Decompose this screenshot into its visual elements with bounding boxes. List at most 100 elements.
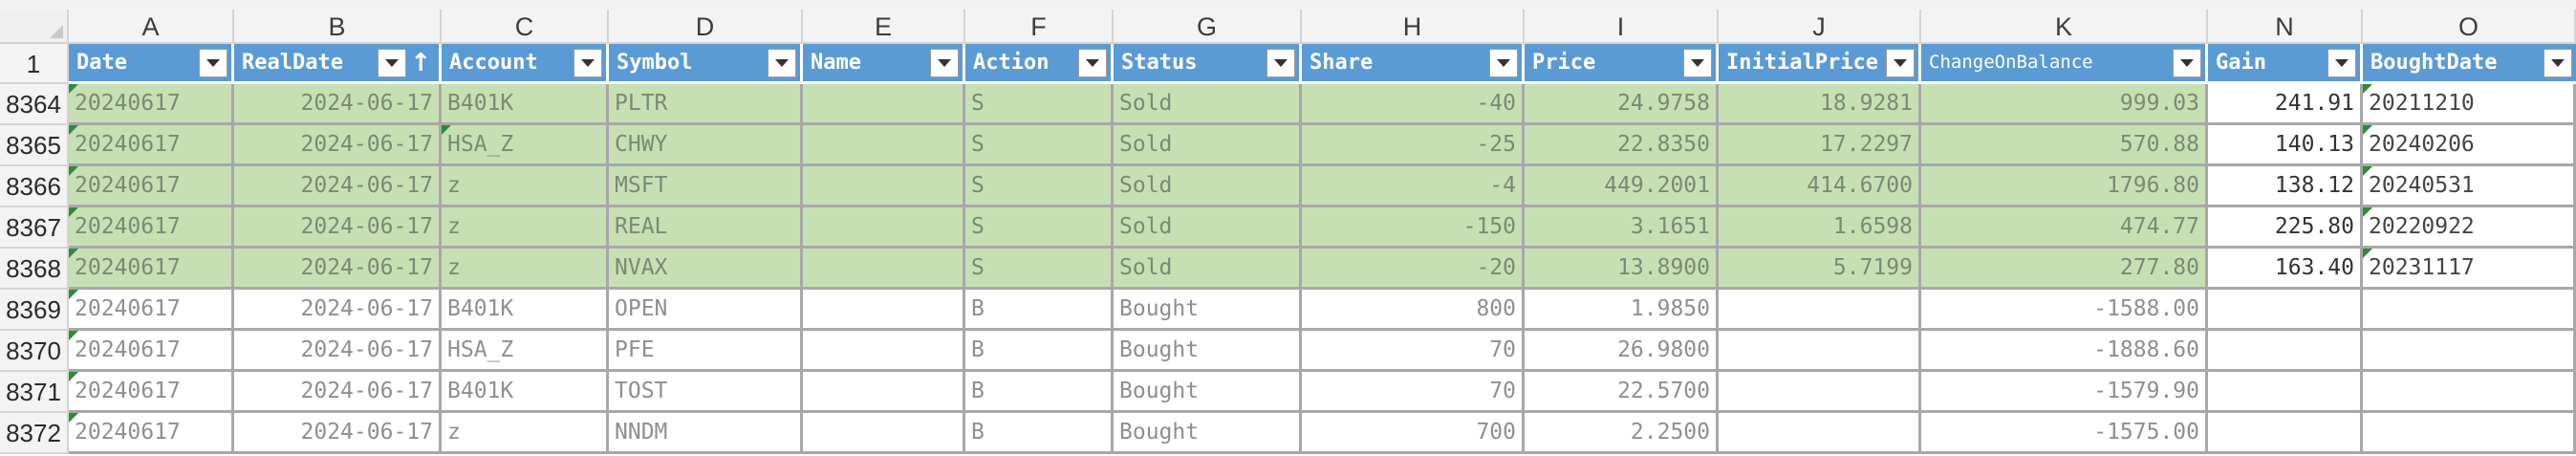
table-cell-changeonbalance[interactable]: 570.88 <box>1921 125 2208 166</box>
table-cell-boughtdate[interactable] <box>2363 372 2576 413</box>
table-cell-status[interactable]: Sold <box>1114 84 1302 125</box>
table-cell-symbol[interactable]: CHWY <box>609 125 803 166</box>
filter-dropdown-icon[interactable] <box>1683 49 1712 77</box>
table-cell-price[interactable]: 13.8900 <box>1525 249 1719 290</box>
table-cell-status[interactable]: Bought <box>1114 372 1302 413</box>
table-cell-symbol[interactable]: OPEN <box>609 290 803 331</box>
table-cell-changeonbalance[interactable]: -1575.00 <box>1921 413 2208 454</box>
table-cell-status[interactable]: Sold <box>1114 166 1302 207</box>
table-cell-date[interactable]: 20240617 <box>69 413 234 454</box>
column-header-j[interactable]: J <box>1719 10 1921 44</box>
table-cell-realdate[interactable]: 2024-06-17 <box>234 125 442 166</box>
table-cell-symbol[interactable]: TOST <box>609 372 803 413</box>
table-cell-realdate[interactable]: 2024-06-17 <box>234 413 442 454</box>
column-header-e[interactable]: E <box>803 10 965 44</box>
table-cell-symbol[interactable]: NNDM <box>609 413 803 454</box>
row-header[interactable]: 8366 <box>0 166 69 207</box>
table-cell-name[interactable] <box>803 166 965 207</box>
header-cell-price[interactable]: Price <box>1525 44 1719 84</box>
table-cell-initialprice[interactable] <box>1719 413 1921 454</box>
table-cell-initialprice[interactable] <box>1719 290 1921 331</box>
header-cell-account[interactable]: Account <box>442 44 609 84</box>
table-cell-realdate[interactable]: 2024-06-17 <box>234 290 442 331</box>
table-cell-price[interactable]: 449.2001 <box>1525 166 1719 207</box>
table-cell-action[interactable]: B <box>965 372 1114 413</box>
column-header-d[interactable]: D <box>609 10 803 44</box>
table-cell-share[interactable]: -25 <box>1302 125 1525 166</box>
table-cell-action[interactable]: S <box>965 166 1114 207</box>
table-cell-boughtdate[interactable]: 20240531 <box>2363 166 2576 207</box>
header-cell-share[interactable]: Share <box>1302 44 1525 84</box>
table-cell-action[interactable]: B <box>965 290 1114 331</box>
table-cell-changeonbalance[interactable]: 277.80 <box>1921 249 2208 290</box>
table-cell-date[interactable]: 20240617 <box>69 331 234 372</box>
table-cell-boughtdate[interactable]: 20211210 <box>2363 84 2576 125</box>
row-header[interactable]: 8364 <box>0 84 69 125</box>
table-cell-action[interactable]: S <box>965 249 1114 290</box>
table-cell-price[interactable]: 24.9758 <box>1525 84 1719 125</box>
table-cell-realdate[interactable]: 2024-06-17 <box>234 331 442 372</box>
table-cell-status[interactable]: Bought <box>1114 331 1302 372</box>
filter-dropdown-icon[interactable] <box>2327 49 2356 77</box>
table-cell-initialprice[interactable] <box>1719 372 1921 413</box>
table-cell-account[interactable]: B401K <box>442 84 609 125</box>
table-cell-gain[interactable]: 241.91 <box>2208 84 2363 125</box>
header-cell-initialprice[interactable]: InitialPrice <box>1719 44 1921 84</box>
table-cell-price[interactable]: 3.1651 <box>1525 207 1719 249</box>
table-cell-symbol[interactable]: NVAX <box>609 249 803 290</box>
table-cell-account[interactable]: HSA_Z <box>442 331 609 372</box>
table-cell-share[interactable]: 800 <box>1302 290 1525 331</box>
column-header-c[interactable]: C <box>442 10 609 44</box>
filter-dropdown-icon[interactable] <box>199 49 227 77</box>
table-cell-boughtdate[interactable]: 20231117 <box>2363 249 2576 290</box>
row-header[interactable]: 8365 <box>0 125 69 166</box>
table-cell-boughtdate[interactable] <box>2363 290 2576 331</box>
table-cell-action[interactable]: B <box>965 413 1114 454</box>
table-cell-name[interactable] <box>803 290 965 331</box>
header-cell-status[interactable]: Status <box>1114 44 1302 84</box>
filter-dropdown-icon[interactable] <box>1266 49 1295 77</box>
table-cell-realdate[interactable]: 2024-06-17 <box>234 372 442 413</box>
table-cell-name[interactable] <box>803 413 965 454</box>
table-cell-realdate[interactable]: 2024-06-17 <box>234 166 442 207</box>
row-header[interactable]: 8369 <box>0 290 69 331</box>
table-cell-account[interactable]: B401K <box>442 372 609 413</box>
table-cell-price[interactable]: 22.8350 <box>1525 125 1719 166</box>
table-cell-account[interactable]: B401K <box>442 290 609 331</box>
table-cell-share[interactable]: -40 <box>1302 84 1525 125</box>
table-cell-action[interactable]: B <box>965 331 1114 372</box>
table-cell-gain[interactable] <box>2208 413 2363 454</box>
table-cell-symbol[interactable]: PFE <box>609 331 803 372</box>
table-cell-account[interactable]: z <box>442 249 609 290</box>
table-cell-boughtdate[interactable]: 20220922 <box>2363 207 2576 249</box>
table-cell-gain[interactable]: 163.40 <box>2208 249 2363 290</box>
table-cell-boughtdate[interactable] <box>2363 413 2576 454</box>
table-cell-date[interactable]: 20240617 <box>69 249 234 290</box>
table-cell-date[interactable]: 20240617 <box>69 125 234 166</box>
table-cell-gain[interactable]: 140.13 <box>2208 125 2363 166</box>
column-header-h[interactable]: H <box>1302 10 1525 44</box>
table-cell-name[interactable] <box>803 249 965 290</box>
table-cell-action[interactable]: S <box>965 207 1114 249</box>
table-cell-name[interactable] <box>803 125 965 166</box>
table-cell-status[interactable]: Bought <box>1114 413 1302 454</box>
table-cell-status[interactable]: Sold <box>1114 125 1302 166</box>
table-cell-share[interactable]: 70 <box>1302 372 1525 413</box>
table-cell-share[interactable]: -150 <box>1302 207 1525 249</box>
table-cell-gain[interactable] <box>2208 331 2363 372</box>
header-cell-action[interactable]: Action <box>965 44 1114 84</box>
filter-dropdown-icon[interactable] <box>2544 49 2572 77</box>
row-header[interactable]: 8371 <box>0 372 69 413</box>
table-cell-gain[interactable]: 138.12 <box>2208 166 2363 207</box>
table-cell-share[interactable]: 700 <box>1302 413 1525 454</box>
table-cell-initialprice[interactable]: 1.6598 <box>1719 207 1921 249</box>
table-cell-changeonbalance[interactable]: 1796.80 <box>1921 166 2208 207</box>
table-cell-boughtdate[interactable]: 20240206 <box>2363 125 2576 166</box>
table-cell-date[interactable]: 20240617 <box>69 372 234 413</box>
table-cell-changeonbalance[interactable]: -1579.90 <box>1921 372 2208 413</box>
table-cell-date[interactable]: 20240617 <box>69 290 234 331</box>
table-cell-date[interactable]: 20240617 <box>69 166 234 207</box>
table-cell-status[interactable]: Sold <box>1114 207 1302 249</box>
table-cell-status[interactable]: Sold <box>1114 249 1302 290</box>
table-cell-name[interactable] <box>803 331 965 372</box>
